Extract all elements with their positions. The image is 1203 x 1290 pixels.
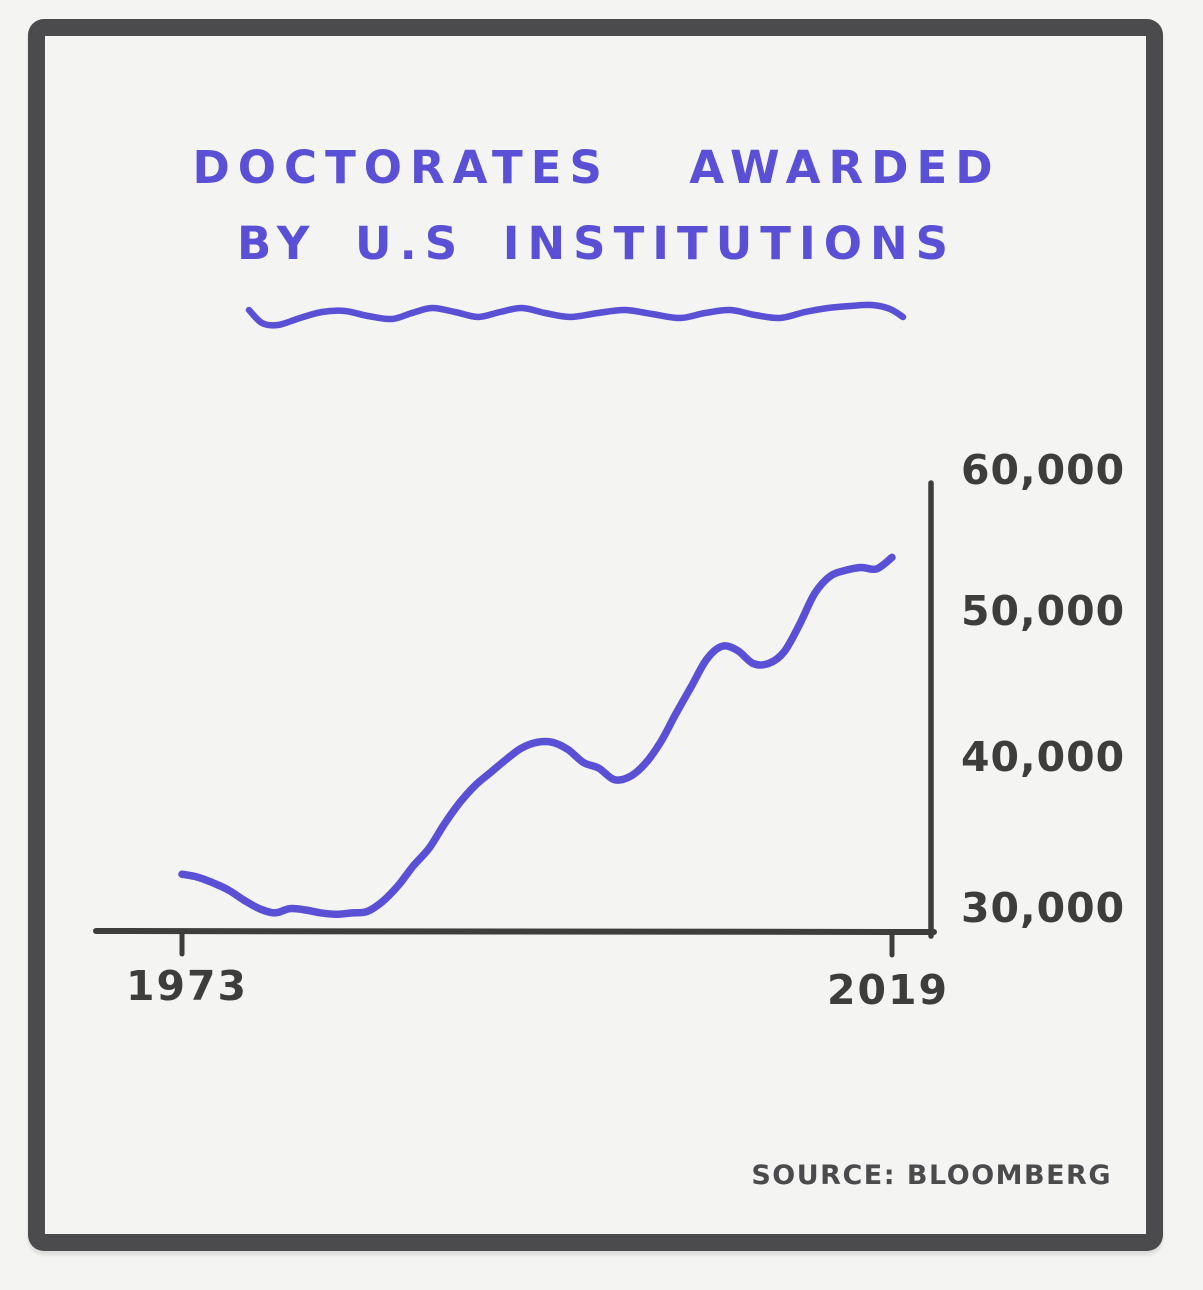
source-credit: SOURCE: BLOOMBERG	[751, 1160, 1112, 1191]
chart-title-line1: DOCTORATES AWARDED	[192, 141, 1001, 194]
y-tick-label-30000: 30,000	[961, 884, 1126, 932]
y-tick-label-60000: 60,000	[961, 446, 1126, 494]
x-tick-label-2019: 2019	[826, 966, 950, 1014]
x-tick-label-1973: 1973	[125, 962, 249, 1010]
x-axis-line	[93, 928, 937, 935]
doctorates-curve	[178, 553, 896, 919]
y-tick-label-40000: 40,000	[961, 733, 1126, 781]
y-tick-label-50000: 50,000	[961, 587, 1126, 635]
chart-title-line2: BY U.S INSTITUTIONS	[236, 217, 957, 270]
chart-title: DOCTORATES AWARDED BY U.S INSTITUTIONS	[47, 130, 1146, 282]
title-underline-squiggle	[245, 301, 907, 329]
poster-frame	[28, 19, 1163, 1251]
